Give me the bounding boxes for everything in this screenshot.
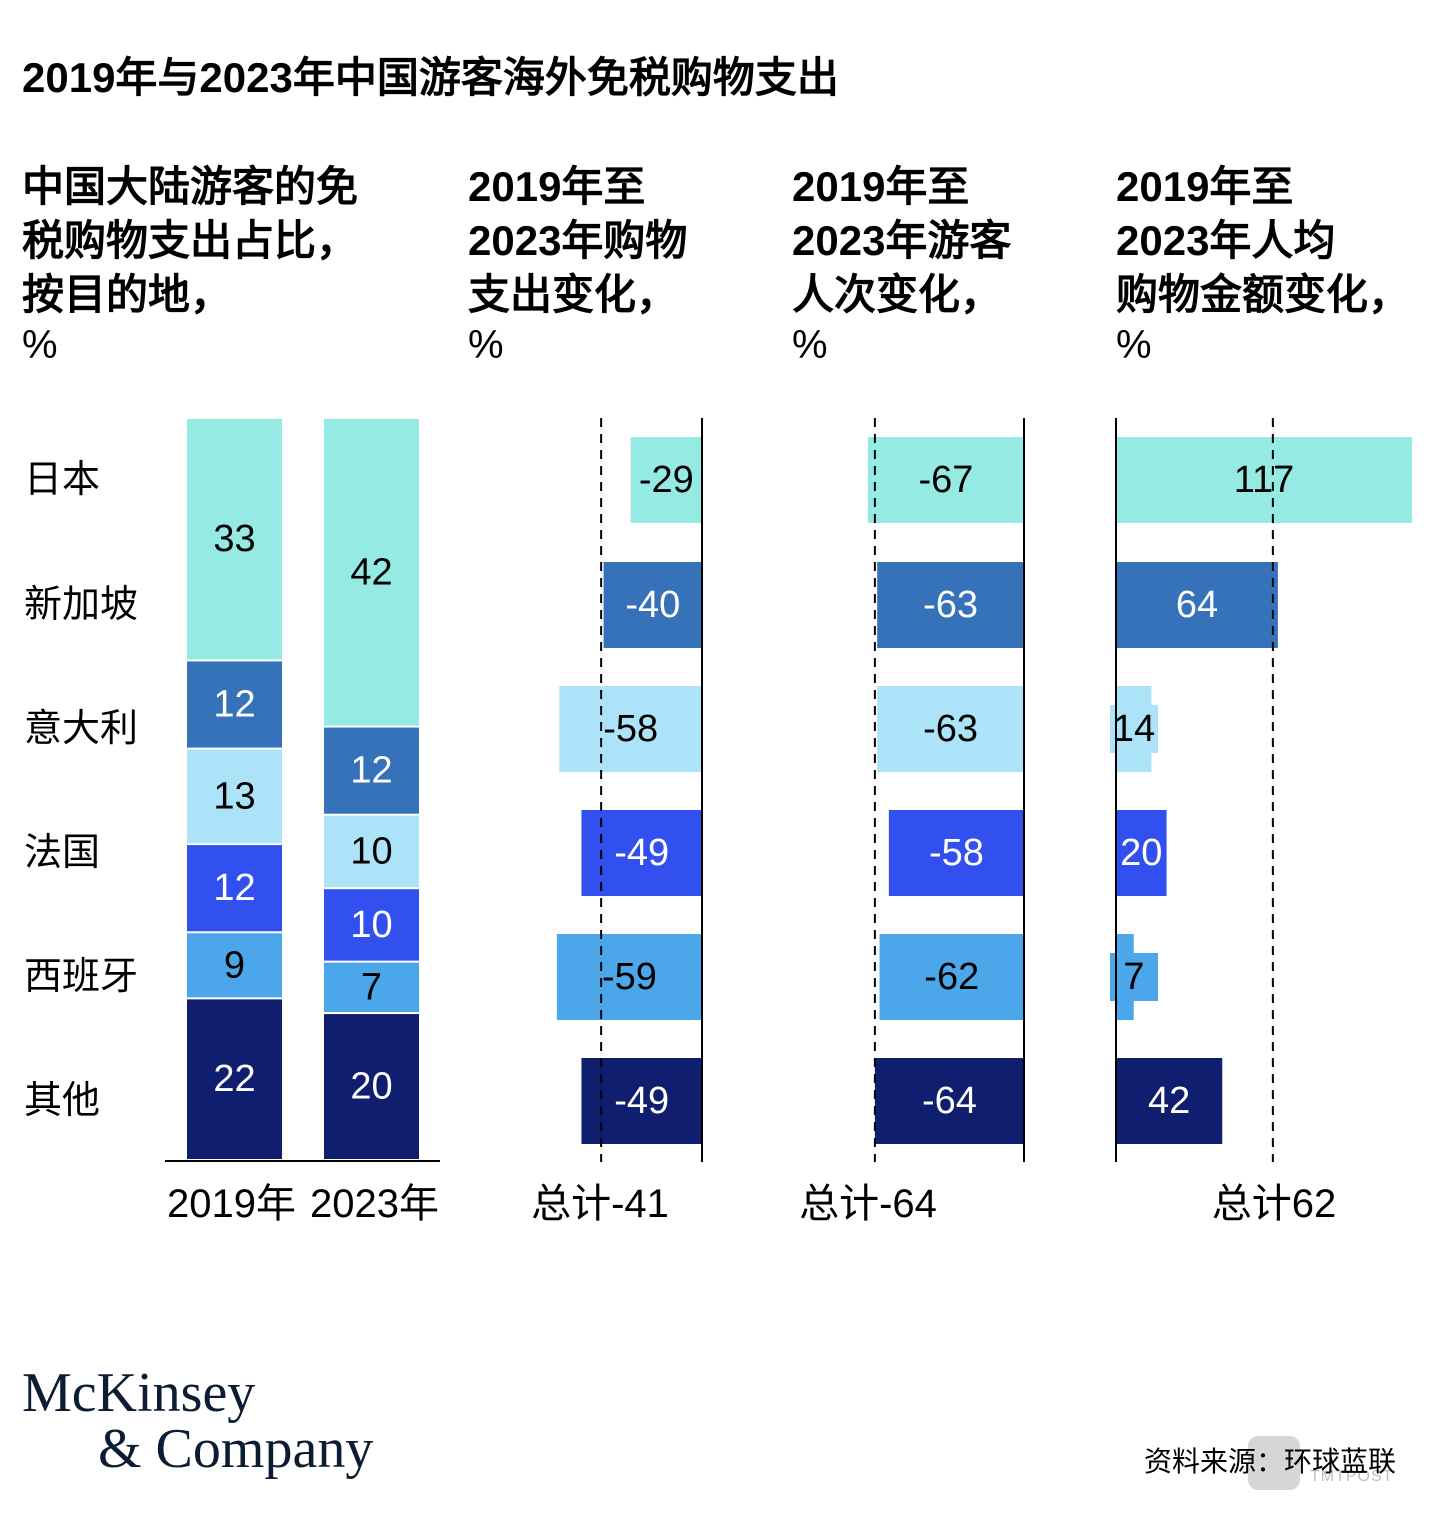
- panel-1-heading: 中国大陆游客的免 税购物支出占比， 按目的地，: [22, 163, 359, 318]
- logo-line-1: McKinsey: [22, 1362, 256, 1424]
- stacked-segment-2023年-其他: [324, 1014, 419, 1159]
- stacked-segment-2023年-法国: [324, 889, 419, 961]
- logo-line-2: & Company: [98, 1418, 374, 1480]
- stacked-label-2023年-其他: 20: [350, 1066, 392, 1108]
- total-label-3: 总计62: [1212, 1182, 1337, 1226]
- x-tick-label-2019年: 2019年: [167, 1182, 296, 1226]
- stacked-segment-2023年-西班牙: [324, 962, 419, 1013]
- bar-label-1-日本: -29: [639, 459, 694, 501]
- category-label-4: 西班牙: [24, 956, 138, 998]
- stacked-segment-2019年-意大利: [187, 749, 282, 844]
- bar-label-1-新加坡: -40: [625, 584, 680, 626]
- bar-2-西班牙: [879, 934, 1024, 1020]
- stacked-label-2023年-新加坡: 12: [350, 750, 392, 792]
- bar-2-其他: [874, 1058, 1024, 1144]
- stacked-label-2019年-意大利: 13: [213, 775, 255, 817]
- stacked-label-2023年-意大利: 10: [350, 830, 392, 872]
- stacked-label-2019年-其他: 22: [213, 1058, 255, 1100]
- panel-1-unit: %: [22, 323, 58, 367]
- bar-label-2-意大利: -63: [923, 708, 978, 750]
- bar-label-1-法国: -49: [614, 832, 669, 874]
- category-label-0: 日本: [24, 459, 100, 501]
- bar-label-1-其他: -49: [614, 1080, 669, 1122]
- panel-4-heading: 2019年至 2023年人均 购物金额变化，: [1116, 163, 1411, 318]
- stacked-segment-2019年-法国: [187, 845, 282, 932]
- panel-2-heading: 2019年至 2023年购物 支出变化，: [468, 163, 688, 318]
- bar-3-日本: [1116, 437, 1413, 523]
- bar-3-新加坡: [1116, 562, 1278, 648]
- stacked-label-2019年-西班牙: 9: [224, 944, 245, 986]
- mckinsey-logo: McKinsey & Company: [22, 1365, 373, 1477]
- bar-label-2-法国: -58: [929, 832, 984, 874]
- bar-1-西班牙: [556, 934, 702, 1020]
- bar-label-3-其他: 42: [1148, 1080, 1190, 1122]
- bar-2-意大利: [877, 686, 1024, 772]
- bar-2-日本: [867, 437, 1024, 523]
- stacked-segment-2023年-意大利: [324, 815, 419, 888]
- stacked-label-2023年-日本: 42: [350, 551, 392, 593]
- bar-2-法国: [888, 810, 1024, 896]
- bar-1-日本: [630, 437, 702, 523]
- bar-label-2-其他: -64: [922, 1080, 977, 1122]
- bar-label-bg-3-意大利: [1110, 705, 1158, 753]
- bar-label-bg-3-西班牙: [1110, 953, 1158, 1001]
- bar-label-3-西班牙: 7: [1123, 956, 1144, 998]
- panel-3-heading: 2019年至 2023年游客 人次变化，: [792, 163, 1012, 318]
- stacked-label-2023年-西班牙: 7: [361, 966, 382, 1008]
- bar-label-3-法国: 20: [1120, 832, 1162, 874]
- category-label-3: 法国: [24, 832, 100, 874]
- bar-1-意大利: [559, 686, 702, 772]
- bar-label-2-日本: -67: [918, 459, 973, 501]
- stacked-label-2023年-法国: 10: [350, 904, 392, 946]
- panel-2-unit: %: [468, 323, 504, 367]
- category-label-1: 新加坡: [24, 584, 138, 626]
- stacked-segment-2023年-新加坡: [324, 727, 419, 814]
- watermark-text: TMTPOST: [1310, 1468, 1394, 1485]
- panel-4-unit: %: [1116, 323, 1152, 367]
- stacked-segment-2019年-日本: [187, 419, 282, 660]
- source-note: 资料来源：环球蓝联: [1144, 1446, 1397, 1477]
- total-label-2: 总计-64: [799, 1182, 937, 1226]
- bar-2-新加坡: [877, 562, 1024, 648]
- stacked-segment-2023年-日本: [324, 419, 419, 726]
- stacked-segment-2019年-西班牙: [187, 933, 282, 998]
- total-label-1: 总计-41: [531, 1182, 669, 1226]
- stacked-segment-2019年-其他: [187, 999, 282, 1159]
- bar-label-2-西班牙: -62: [924, 956, 979, 998]
- category-label-5: 其他: [24, 1080, 100, 1122]
- bar-label-3-意大利: 14: [1113, 708, 1155, 750]
- stacked-label-2019年-法国: 12: [213, 867, 255, 909]
- bar-label-bg-3-法国: [1117, 829, 1166, 877]
- stacked-segment-2019年-新加坡: [187, 661, 282, 748]
- x-tick-label-2023年: 2023年: [310, 1182, 439, 1226]
- bar-label-1-西班牙: -59: [602, 956, 657, 998]
- bar-label-3-新加坡: 64: [1176, 584, 1218, 626]
- stacked-label-2019年-日本: 33: [213, 518, 255, 560]
- bar-3-其他: [1116, 1058, 1223, 1144]
- panel-3-unit: %: [792, 323, 828, 367]
- category-label-2: 意大利: [24, 708, 138, 750]
- bar-label-1-意大利: -58: [603, 708, 658, 750]
- stacked-label-2019年-新加坡: 12: [213, 684, 255, 726]
- chart-title: 2019年与2023年中国游客海外免税购物支出: [22, 54, 839, 101]
- bar-1-新加坡: [603, 562, 702, 648]
- bar-label-3-日本: 117: [1234, 459, 1295, 501]
- watermark-icon: [1248, 1436, 1300, 1490]
- bar-label-2-新加坡: -63: [923, 584, 978, 626]
